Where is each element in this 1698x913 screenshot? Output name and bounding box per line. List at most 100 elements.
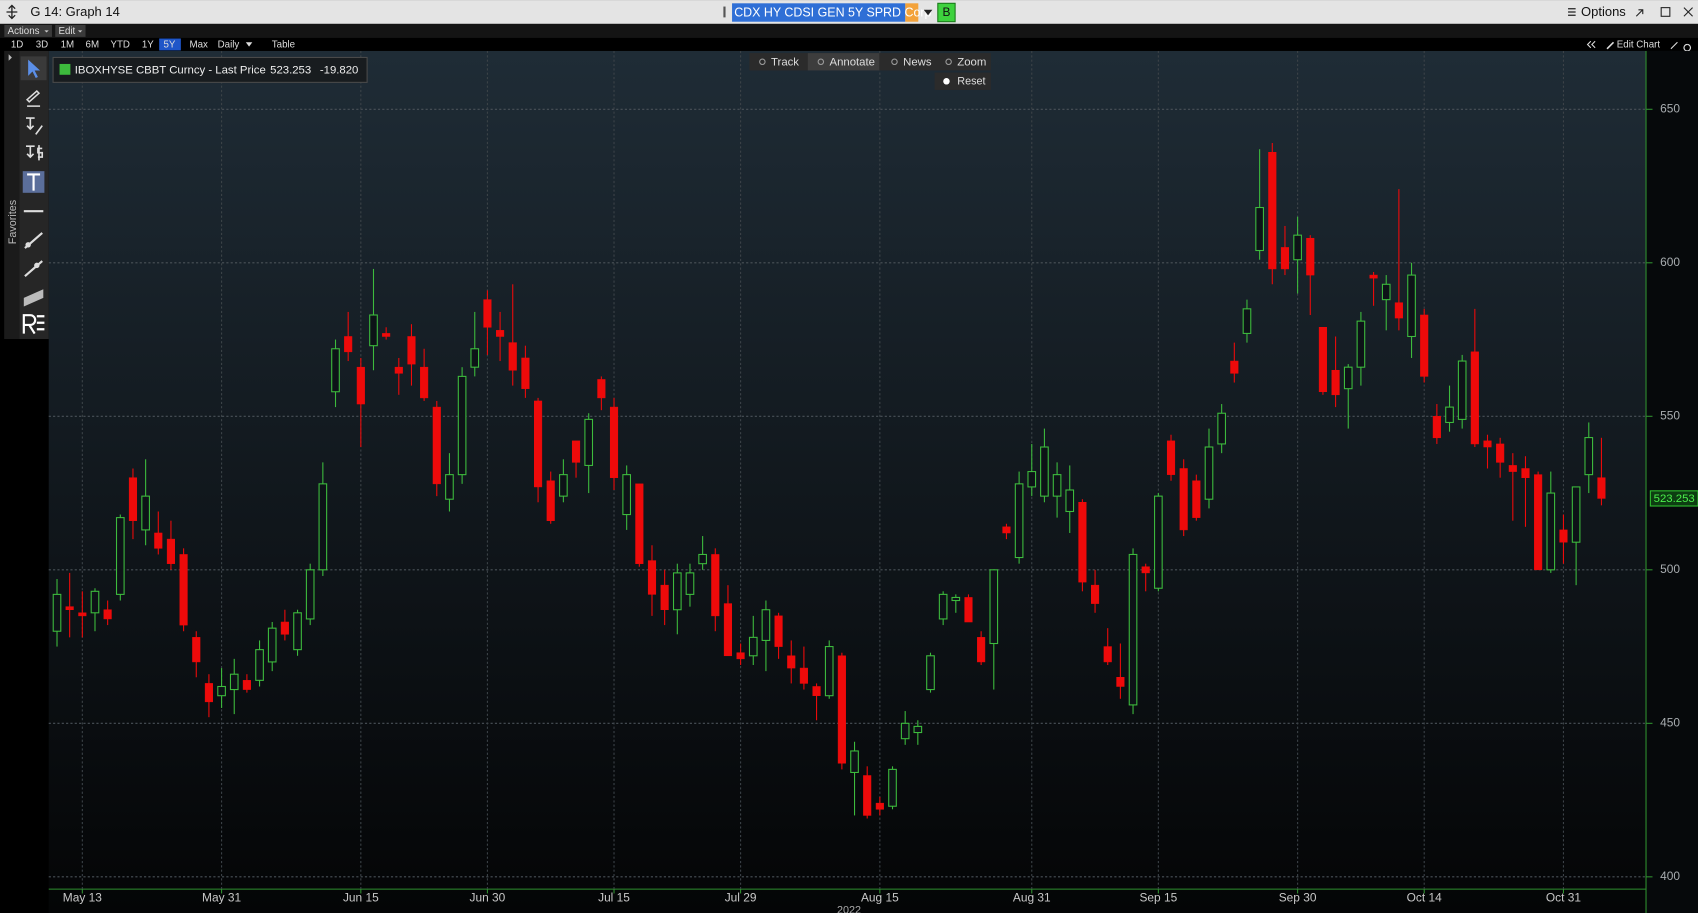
toolbar-item[interactable]: Track: [771, 56, 799, 68]
toolbar-icon: [945, 58, 952, 66]
candle-body: [229, 673, 239, 691]
candle-body: [255, 649, 264, 681]
toolbar-item[interactable]: Zoom: [957, 56, 986, 68]
dropdown-arrow[interactable]: [923, 9, 933, 16]
candle-body: [305, 569, 315, 620]
x-tick-label: Oct 14: [1407, 890, 1442, 904]
study-icon[interactable]: [22, 314, 45, 335]
candle-body: [1179, 468, 1188, 531]
candle-body: [1280, 247, 1290, 270]
candle-body: [685, 572, 695, 595]
candle-body: [748, 636, 758, 657]
period-button[interactable]: 3D: [36, 40, 48, 51]
period-button[interactable]: 1D: [11, 40, 23, 51]
close-icon[interactable]: [1683, 7, 1693, 17]
collapse-icon[interactable]: [1586, 40, 1596, 49]
b-button[interactable]: [937, 2, 956, 23]
security-field[interactable]: [732, 3, 906, 22]
candle-body: [1508, 465, 1517, 472]
y-tick-label: 550: [1660, 408, 1680, 422]
period-button[interactable]: 5Y: [164, 40, 176, 51]
popout-icon[interactable]: [1635, 9, 1644, 17]
channel-icon[interactable]: [23, 289, 44, 307]
candle-body: [394, 366, 403, 374]
reset-button[interactable]: [934, 72, 991, 90]
candle-body: [850, 750, 859, 773]
edit-button[interactable]: [55, 24, 86, 37]
period-button[interactable]: YTD: [110, 40, 129, 51]
reset-icon: [943, 78, 950, 85]
ray-icon[interactable]: [24, 260, 43, 278]
candle-body: [1293, 234, 1302, 261]
favorites-label[interactable]: Favorites: [7, 199, 19, 244]
candle-body: [1559, 529, 1568, 543]
candle-body: [723, 603, 733, 657]
b-button-label[interactable]: B: [942, 5, 950, 19]
candle-body: [242, 680, 251, 690]
table-button[interactable]: Table: [272, 40, 295, 51]
edit-chart[interactable]: Edit Chart: [1617, 40, 1661, 51]
candle-body: [78, 612, 87, 617]
candle-body: [432, 406, 441, 485]
x-tick-label: Sep 15: [1139, 890, 1177, 904]
legend-swatch: [59, 63, 71, 75]
candle-body: [913, 725, 923, 734]
candle-body: [1154, 495, 1163, 589]
candle-body: [635, 483, 644, 564]
restore-icon[interactable]: [1660, 7, 1671, 17]
candle-body: [559, 474, 568, 497]
legend-change: -19.820: [320, 64, 359, 76]
menu-item[interactable]: Edit: [58, 26, 75, 37]
candle-body: [711, 554, 720, 617]
candle-body: [344, 336, 353, 353]
period-button[interactable]: 1Y: [142, 40, 154, 51]
legend-name: IBOXHYSE CBBT Curncy - Last Price: [75, 64, 266, 76]
period-buttons: 1D 3D 1M 6M YTD 1Y 5Y Max: [11, 40, 208, 51]
x-tick-label: May 31: [202, 890, 241, 904]
toolbar-icon: [891, 58, 898, 66]
pen-icon[interactable]: [25, 89, 41, 107]
candle-body: [1116, 677, 1125, 687]
candle-body: [1369, 274, 1378, 279]
period-button[interactable]: Max: [190, 40, 209, 51]
reset-label[interactable]: Reset: [957, 76, 985, 88]
candle-body: [888, 768, 897, 807]
toolbar-icon: [817, 58, 825, 66]
dollar-icon[interactable]: [25, 145, 44, 161]
frequency[interactable]: Daily: [218, 40, 240, 51]
move-icon[interactable]: [6, 4, 18, 20]
candle-body: [483, 299, 492, 328]
candle-body: [1204, 446, 1214, 500]
percent-icon[interactable]: [25, 117, 43, 135]
candle-body: [812, 686, 821, 696]
candle-body: [369, 314, 378, 347]
options[interactable]: Options: [1581, 4, 1626, 19]
candle-body: [774, 615, 783, 647]
grid: [48, 50, 1647, 890]
candle-body: [1420, 314, 1429, 377]
settings-icons[interactable]: [1670, 41, 1691, 52]
x-tick-label: Jul 29: [725, 890, 757, 904]
candle-body: [1597, 477, 1606, 499]
candle-body: [787, 655, 796, 669]
expand-arrow[interactable]: [8, 54, 12, 61]
period-button[interactable]: 1M: [61, 40, 75, 51]
security-text[interactable]: CDX HY CDSI GEN 5Y SPRD Corp: [734, 5, 931, 19]
candle-body: [824, 646, 834, 697]
candle-body: [837, 655, 846, 764]
candle-body: [647, 560, 657, 595]
candle-body: [141, 495, 150, 531]
candle-body: [1445, 406, 1454, 423]
candle-body: [660, 584, 669, 611]
candle-body: [1457, 360, 1467, 420]
menu-row: [0, 23, 1698, 38]
menu-item[interactable]: Actions: [8, 26, 40, 37]
cursor-icon: [28, 59, 41, 79]
candle-body: [1141, 566, 1150, 574]
actions-button[interactable]: [4, 24, 52, 37]
candle-body: [1331, 369, 1340, 396]
toolbar-item[interactable]: Annotate: [830, 56, 875, 68]
period-button[interactable]: 6M: [86, 40, 100, 51]
candle-body: [1078, 502, 1087, 583]
toolbar-item[interactable]: News: [903, 56, 932, 68]
